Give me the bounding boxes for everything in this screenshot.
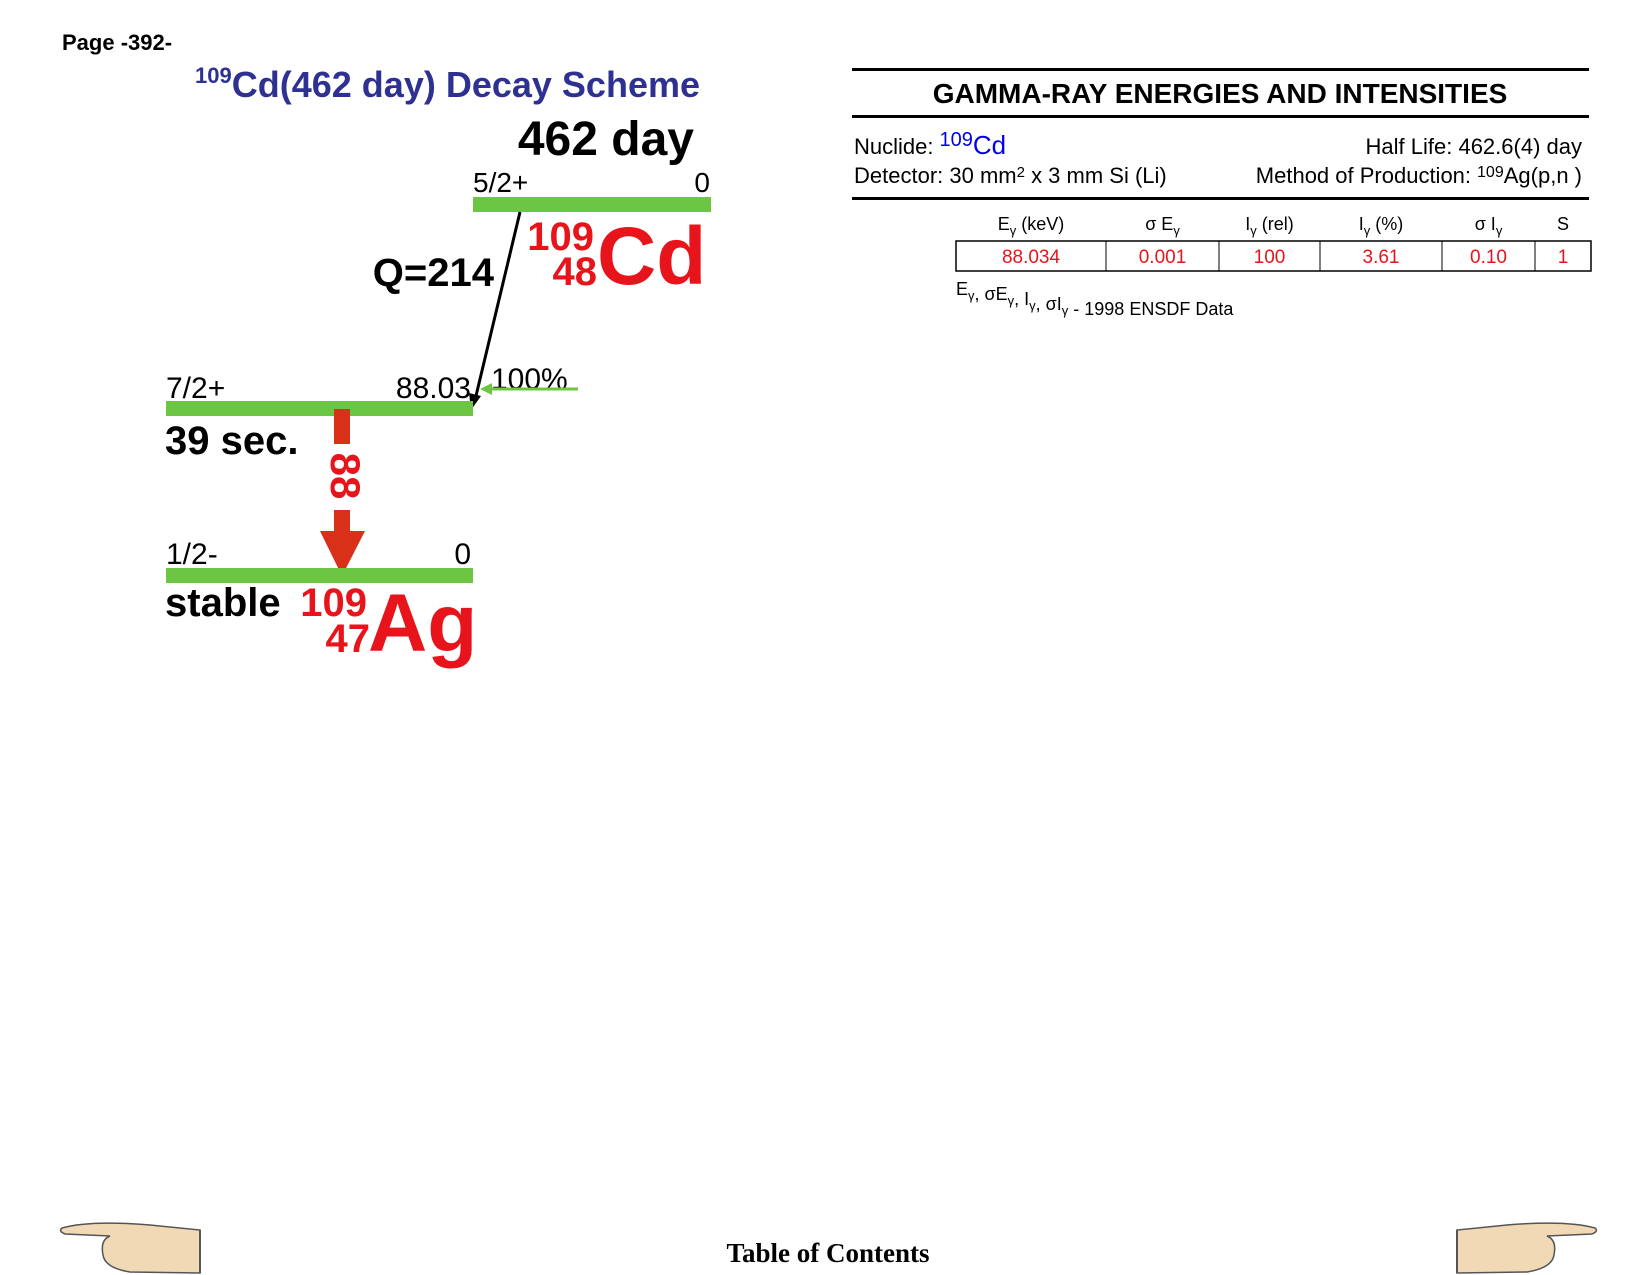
detector-pre: Detector: 30 mm [854, 163, 1017, 188]
gamma-arrow-shaft [334, 510, 350, 532]
column-header: S [1557, 214, 1569, 234]
symbol-suffix: (keV) [1016, 214, 1064, 234]
parent-level-bar [473, 197, 711, 212]
cell: 3.61 [1363, 247, 1400, 268]
symbol-main: , σI [1036, 294, 1062, 314]
title-mass: 109 [195, 63, 232, 88]
symbol-sub: γ [968, 288, 975, 303]
daughter-mass: 109 [300, 581, 367, 625]
column-header: σ Eγ [1145, 214, 1180, 238]
production-reaction: Ag(p,n ) [1504, 163, 1582, 188]
page-label: Page -392- [62, 30, 172, 55]
prev-page-hand[interactable] [59, 1222, 201, 1274]
symbol-suffix: (%) [1370, 214, 1403, 234]
column-header: Eγ (keV) [998, 214, 1065, 238]
gamma-arrowhead [320, 531, 365, 576]
column-header: σ Iγ [1475, 214, 1503, 238]
title-text: Cd(462 day) Decay Scheme [232, 64, 700, 105]
scheme-title: 109Cd(462 day) Decay Scheme [195, 63, 700, 105]
cell: 88.034 [1002, 247, 1061, 268]
parent-mass: 109 [527, 215, 594, 259]
daughter-symbol: Ag [368, 578, 477, 669]
symbol-main: E [998, 214, 1010, 234]
half-life: Half Life: 462.6(4) day [1366, 134, 1582, 159]
gamma-table: Eγ (keV) σ Eγ Iγ (rel) Iγ (%) σ Iγ S88.034 0.0… [955, 214, 1592, 319]
ground-level-bar [166, 568, 473, 583]
symbol-sub: γ [1364, 223, 1371, 238]
symbol-sub: γ [1173, 223, 1180, 238]
symbol-sub: γ [1250, 223, 1257, 238]
table-note: Eγ, σEγ, Iγ, σIγ - 1998 ENSDF Data [956, 279, 1234, 319]
decay-arrow [473, 211, 522, 401]
rule [852, 115, 1589, 118]
production: Method of Production: 109Ag(p,n ) [1256, 163, 1582, 188]
symbol-sub: γ [1062, 303, 1069, 318]
rule [852, 68, 1589, 71]
nuclide: Nuclide: 109Cd [854, 129, 1006, 160]
column-header: Iγ (%) [1359, 214, 1404, 238]
ground-halflife: stable [165, 581, 281, 625]
detector: Detector: 30 mm2 x 3 mm Si (Li) [854, 163, 1167, 188]
symbol-main: E [956, 279, 968, 299]
symbol-sub: γ [1010, 223, 1017, 238]
parent-symbol: Cd [597, 211, 706, 302]
row-border [955, 240, 1592, 272]
note-source: - 1998 ENSDF Data [1068, 299, 1234, 319]
parent-halflife: 462 day [518, 113, 694, 166]
level-spin: 7/2+ [166, 372, 225, 405]
daughter-z: 47 [326, 617, 371, 661]
symbol-main: , I [1014, 289, 1029, 309]
ground-spin: 1/2- [166, 538, 218, 571]
ground-energy: 0 [454, 538, 471, 571]
symbol-main: σ E [1145, 214, 1173, 234]
cell: 0.001 [1139, 247, 1187, 268]
table-of-contents[interactable]: Table of Contents [726, 1238, 929, 1268]
symbol-main: I [1245, 214, 1250, 234]
symbol-main: , σE [975, 284, 1008, 304]
symbol-main: σ I [1475, 214, 1496, 234]
parent-energy: 0 [694, 167, 710, 198]
branch-arrowhead [480, 383, 492, 395]
table-title: GAMMA-RAY ENERGIES AND INTENSITIES [933, 78, 1508, 109]
nuclide-symbol: Cd [973, 130, 1006, 160]
symbol-suffix: (rel) [1257, 214, 1294, 234]
next-page-hand[interactable] [1456, 1222, 1598, 1274]
gamma-arrow-shaft [334, 409, 350, 444]
symbol-main: I [1359, 214, 1364, 234]
gamma-label: 88 [322, 453, 369, 500]
nuclide-label: Nuclide: [854, 134, 933, 159]
symbol-sub: γ [1029, 298, 1036, 313]
parent-spin: 5/2+ [473, 167, 528, 198]
column-header: Iγ (rel) [1245, 214, 1294, 238]
cell: 0.10 [1470, 247, 1507, 268]
level-energy: 88.03 [396, 372, 471, 405]
symbol-sub: γ [1008, 293, 1015, 308]
production-mass: 109 [1477, 164, 1504, 181]
detector-post: x 3 mm Si (Li) [1025, 163, 1167, 188]
detector-sup: 2 [1017, 164, 1025, 181]
rule [852, 197, 1589, 200]
level-halflife: 39 sec. [165, 419, 298, 463]
q-value: Q=214 [373, 251, 495, 295]
nuclide-mass: 109 [939, 129, 972, 151]
branch: 100% [491, 363, 568, 396]
level-bar [166, 401, 473, 416]
cell: 100 [1254, 247, 1286, 268]
symbol-main: S [1557, 214, 1569, 234]
symbol-sub: γ [1496, 223, 1503, 238]
parent-z: 48 [553, 250, 598, 294]
cell: 1 [1558, 247, 1569, 268]
production-label: Method of Production: [1256, 163, 1471, 188]
